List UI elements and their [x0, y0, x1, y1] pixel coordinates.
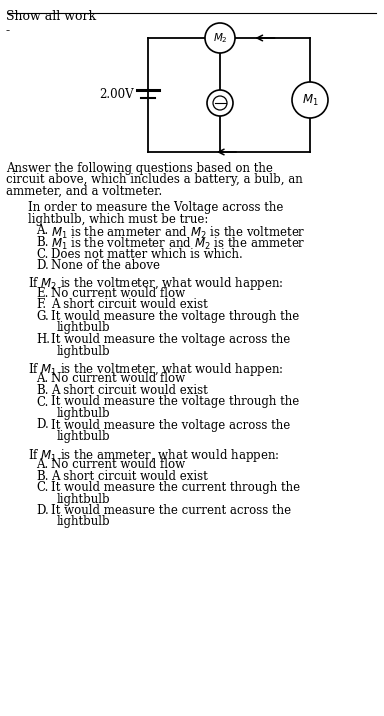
- Text: C.: C.: [36, 248, 48, 261]
- Text: D.: D.: [36, 504, 49, 517]
- Text: Does not matter which is which.: Does not matter which is which.: [51, 248, 243, 261]
- Text: F.: F.: [36, 299, 46, 311]
- Text: $M_1$ is the voltmeter and $M_2$ is the ammeter: $M_1$ is the voltmeter and $M_2$ is the …: [51, 236, 306, 252]
- Text: B.: B.: [36, 236, 48, 249]
- Text: It would measure the voltage through the: It would measure the voltage through the: [51, 310, 299, 323]
- Text: If $M_2$ is the voltmeter, what would happen:: If $M_2$ is the voltmeter, what would ha…: [28, 276, 283, 293]
- Text: No current would flow: No current would flow: [51, 287, 185, 300]
- Text: lightbulb: lightbulb: [57, 321, 111, 334]
- Text: No current would flow: No current would flow: [51, 372, 185, 385]
- Text: If $M_1$ is the voltmeter, what would happen:: If $M_1$ is the voltmeter, what would ha…: [28, 361, 283, 378]
- Text: -: -: [6, 24, 10, 37]
- Text: It would measure the current through the: It would measure the current through the: [51, 481, 300, 494]
- Text: lightbulb, which must be true:: lightbulb, which must be true:: [28, 213, 209, 226]
- Text: It would measure the voltage across the: It would measure the voltage across the: [51, 333, 290, 346]
- Text: If $M_1$ is the ammeter, what would happen:: If $M_1$ is the ammeter, what would happ…: [28, 447, 280, 463]
- Text: Answer the following questions based on the: Answer the following questions based on …: [6, 162, 273, 175]
- Text: A.: A.: [36, 225, 48, 238]
- Text: It would measure the voltage across the: It would measure the voltage across the: [51, 418, 290, 432]
- Text: lightbulb: lightbulb: [57, 407, 111, 420]
- Text: lightbulb: lightbulb: [57, 344, 111, 357]
- Text: Show all work: Show all work: [6, 10, 96, 23]
- Circle shape: [205, 23, 235, 53]
- Text: B.: B.: [36, 384, 48, 397]
- Text: C.: C.: [36, 481, 48, 494]
- Text: H.: H.: [36, 333, 50, 346]
- Text: D.: D.: [36, 259, 49, 272]
- Circle shape: [207, 90, 233, 116]
- Text: G.: G.: [36, 310, 49, 323]
- Text: B.: B.: [36, 470, 48, 483]
- Text: A.: A.: [36, 458, 48, 471]
- Text: It would measure the current across the: It would measure the current across the: [51, 504, 291, 517]
- Text: It would measure the voltage through the: It would measure the voltage through the: [51, 395, 299, 409]
- Text: A short circuit would exist: A short circuit would exist: [51, 470, 208, 483]
- Text: C.: C.: [36, 395, 48, 409]
- Circle shape: [292, 82, 328, 118]
- Text: lightbulb: lightbulb: [57, 430, 111, 443]
- Text: A.: A.: [36, 372, 48, 385]
- Text: $M_2$: $M_2$: [213, 31, 227, 45]
- Text: A short circuit would exist: A short circuit would exist: [51, 384, 208, 397]
- Text: $M_1$: $M_1$: [302, 92, 318, 107]
- Text: ammeter, and a voltmeter.: ammeter, and a voltmeter.: [6, 185, 162, 198]
- Text: $M_1$ is the ammeter and $M_2$ is the voltmeter: $M_1$ is the ammeter and $M_2$ is the vo…: [51, 225, 306, 241]
- Text: A short circuit would exist: A short circuit would exist: [51, 299, 208, 311]
- Text: 2.00V: 2.00V: [99, 87, 134, 100]
- Text: D.: D.: [36, 418, 49, 432]
- Text: E.: E.: [36, 287, 48, 300]
- Text: None of the above: None of the above: [51, 259, 160, 272]
- Text: lightbulb: lightbulb: [57, 493, 111, 505]
- Text: circuit above, which includes a battery, a bulb, an: circuit above, which includes a battery,…: [6, 173, 303, 186]
- Text: lightbulb: lightbulb: [57, 516, 111, 528]
- Text: No current would flow: No current would flow: [51, 458, 185, 471]
- Text: In order to measure the Voltage across the: In order to measure the Voltage across t…: [28, 201, 283, 215]
